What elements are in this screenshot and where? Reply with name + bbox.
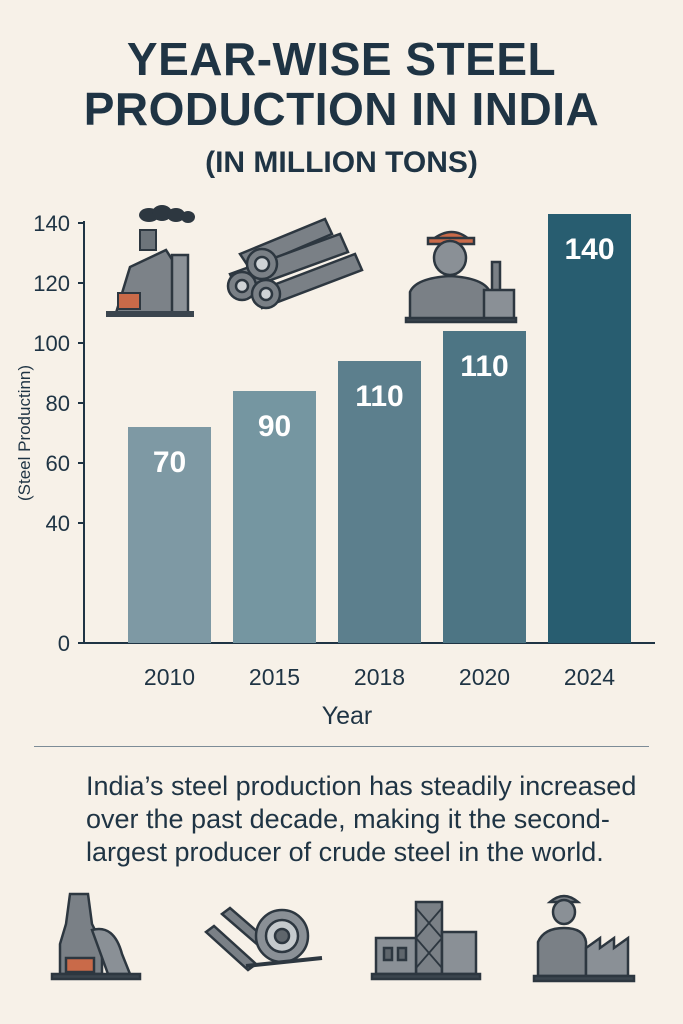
y-tick-label: 40 <box>46 511 70 536</box>
bar-2015 <box>233 391 316 643</box>
bar-2018 <box>338 361 421 643</box>
bar-2010 <box>128 427 211 643</box>
page-title: YEAR-WISE STEEL PRODUCTION IN INDIA <box>0 34 683 134</box>
data-label: 90 <box>258 410 291 443</box>
blast-furnace-icon <box>50 892 142 981</box>
steel-pipes-icon <box>226 217 364 310</box>
y-tick-label: 0 <box>58 631 70 656</box>
y-tick-label: 120 <box>33 271 70 296</box>
section-divider <box>34 746 649 747</box>
y-tick-label: 140 <box>33 211 70 236</box>
title-text: YEAR-WISE STEEL PRODUCTION IN INDIA <box>83 33 600 135</box>
steel-worker-icon <box>404 230 518 324</box>
x-tick-label: 2010 <box>144 664 195 690</box>
chart-bars <box>128 214 631 643</box>
y-tick-label: 60 <box>46 451 70 476</box>
steel-coil-icon <box>204 906 323 972</box>
data-label: 70 <box>153 446 186 479</box>
data-label: 110 <box>355 380 403 413</box>
page-subtitle: (IN MILLION TONS) <box>205 146 478 179</box>
chart-icons <box>106 205 518 324</box>
worker-factory-icon <box>532 894 636 983</box>
x-tick-label: 2024 <box>564 664 615 690</box>
y-axis-label: (Steel Productinn) <box>15 365 34 501</box>
bottom-icon-row <box>50 892 636 983</box>
x-tick-label: 2015 <box>249 664 300 690</box>
y-tick-label: 80 <box>46 391 70 416</box>
bar-chart: 0 40 60 80 100 120 140 (Steel Productinn) Year <box>15 205 655 730</box>
steel-plant-icon <box>106 205 195 317</box>
steel-factory-icon <box>370 900 482 981</box>
chart-labels: 70 2010 90 2015 110 2018 110 2020 140 2024 <box>144 233 615 690</box>
description-text: India’s steel production has steadily in… <box>86 771 637 867</box>
x-tick-label: 2020 <box>459 664 510 690</box>
data-label: 140 <box>564 233 614 266</box>
x-tick-label: 2018 <box>354 664 405 690</box>
bar-2020 <box>443 331 526 643</box>
bar-2024 <box>548 214 631 643</box>
data-label: 110 <box>460 350 508 383</box>
y-tick-label: 100 <box>33 331 70 356</box>
x-axis-label: Year <box>322 702 373 730</box>
